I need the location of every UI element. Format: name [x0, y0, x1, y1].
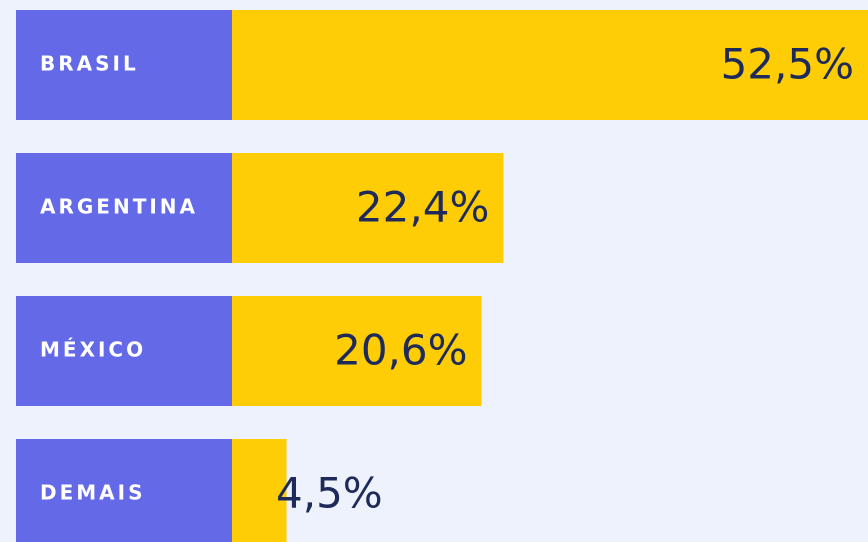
- category-box: [16, 296, 232, 406]
- category-box: [16, 10, 232, 120]
- category-label: BRASIL: [40, 52, 139, 76]
- bar: [232, 439, 287, 542]
- bar: [232, 153, 504, 263]
- category-label: MÉXICO: [40, 338, 146, 362]
- value-label: 52,5%: [721, 40, 854, 89]
- value-label: 20,6%: [334, 326, 467, 375]
- bar: [232, 296, 482, 406]
- category-label: DEMAIS: [40, 481, 146, 505]
- category-box: [16, 153, 232, 263]
- value-label: 4,5%: [276, 469, 383, 518]
- bar: [232, 10, 868, 120]
- value-label: 22,4%: [356, 183, 489, 232]
- category-box: [16, 439, 232, 542]
- category-label: ARGENTINA: [40, 195, 198, 219]
